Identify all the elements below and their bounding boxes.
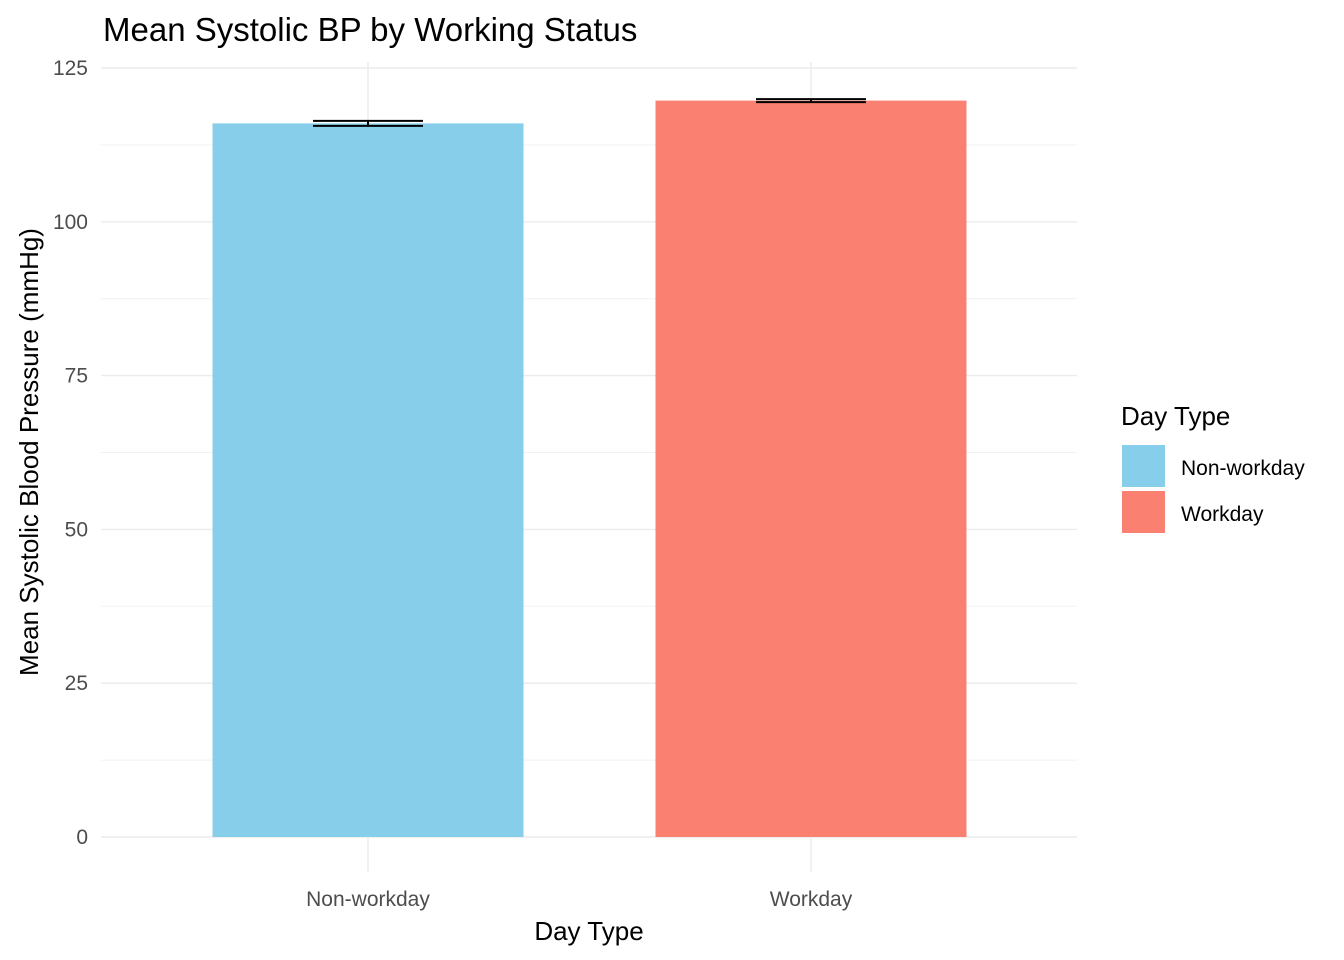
chart-title: Mean Systolic BP by Working Status bbox=[103, 11, 637, 48]
error-bar bbox=[313, 119, 423, 127]
legend-items: Non-workday Workday bbox=[1122, 445, 1305, 533]
legend: Day Type Non-workday Workday bbox=[1121, 401, 1305, 533]
error-bar bbox=[756, 98, 866, 104]
legend-item: Workday bbox=[1122, 491, 1264, 533]
y-tick-label: 25 bbox=[65, 672, 88, 695]
bar-workday bbox=[655, 100, 967, 838]
x-axis-title: Day Type bbox=[534, 916, 643, 946]
y-tick-label: 0 bbox=[76, 826, 88, 849]
x-tick-label: Non-workday bbox=[306, 888, 430, 911]
bars bbox=[212, 100, 967, 838]
y-tick-label: 100 bbox=[53, 211, 88, 234]
y-tick-label: 125 bbox=[53, 57, 88, 80]
y-axis-ticks: 0 25 50 75 100 125 bbox=[53, 57, 88, 849]
legend-label: Workday bbox=[1181, 503, 1264, 526]
x-axis-ticks: Non-workday Workday bbox=[306, 888, 853, 911]
legend-swatch bbox=[1122, 491, 1165, 533]
legend-item: Non-workday bbox=[1122, 445, 1305, 487]
bar-non-workday bbox=[212, 123, 524, 838]
legend-label: Non-workday bbox=[1181, 457, 1305, 480]
y-axis-title: Mean Systolic Blood Pressure (mmHg) bbox=[14, 228, 44, 676]
y-tick-label: 50 bbox=[65, 518, 88, 541]
legend-title: Day Type bbox=[1121, 401, 1230, 431]
y-tick-label: 75 bbox=[65, 365, 88, 388]
error-bars bbox=[313, 98, 866, 127]
x-tick-label: Workday bbox=[770, 888, 853, 911]
legend-swatch bbox=[1122, 445, 1165, 487]
